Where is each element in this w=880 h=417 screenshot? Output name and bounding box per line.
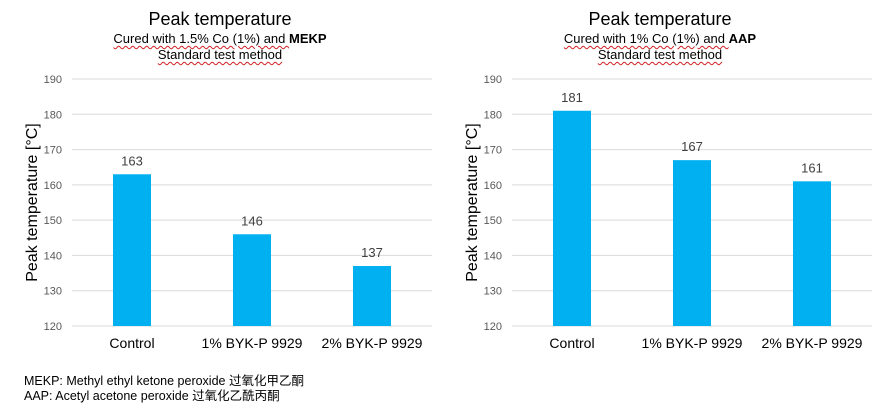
bar	[113, 174, 151, 326]
chart-subtitle-bold: MEKP	[289, 31, 327, 46]
x-tick-label: 1% BYK-P 9929	[642, 335, 743, 351]
bar-chart-aap: 120 130 140 150 160 170 180 190 181 Control 167 1% …	[464, 74, 872, 351]
footnote-mekp: MEKP: Methyl ethyl ketone peroxide 过氧化甲乙…	[24, 374, 304, 388]
bar-chart-mekp: 120 130 140 150 160 170 180 190 163 Control 146 1% …	[24, 74, 432, 351]
chart-panel-mekp: Peak temperature Cured with 1.5% Co (1%)…	[0, 0, 440, 360]
chart-subtitle-method-text: Standard test method	[157, 47, 283, 62]
y-tick-label: 160	[484, 180, 502, 192]
chart-subtitle-method: Standard test method	[0, 47, 440, 62]
y-tick-label: 120	[484, 321, 502, 333]
y-tick-label: 170	[44, 145, 62, 157]
chart-subtitle-method: Standard test method	[440, 47, 880, 62]
y-tick-label: 190	[44, 74, 62, 86]
chart-subtitle-prefix: Cured with 1% Co (1%) and	[563, 31, 729, 46]
y-tick-label: 150	[484, 215, 502, 227]
x-tick-label: Control	[109, 335, 154, 351]
chart-subtitle-prefix: Cured with 1.5% Co (1%) and	[113, 31, 290, 46]
y-tick-label: 140	[484, 250, 502, 262]
y-axis-label: Peak temperature [°C]	[464, 123, 481, 281]
footnote-aap: AAP: Acetyl acetone peroxide 过氧化乙酰丙酮	[24, 389, 280, 403]
y-tick-label: 150	[44, 215, 62, 227]
chart-panel-aap: Peak temperature Cured with 1% Co (1%) a…	[440, 0, 880, 360]
chart-subtitle-bold: AAP	[728, 31, 757, 46]
chart-subtitle: Cured with 1% Co (1%) and AAP	[440, 31, 880, 46]
y-tick-label: 130	[484, 286, 502, 298]
chart-title: Peak temperature	[148, 9, 292, 29]
chart-title: Peak temperature	[588, 9, 732, 29]
bar	[233, 234, 271, 326]
y-tick-label: 140	[44, 250, 62, 262]
y-tick-label: 180	[484, 109, 502, 121]
footnotes: MEKP: Methyl ethyl ketone peroxide 过氧化甲乙…	[24, 374, 304, 404]
y-tick-label: 180	[44, 109, 62, 121]
chart-subtitle-method-text: Standard test method	[597, 47, 723, 62]
bar	[793, 181, 831, 326]
data-label: 163	[121, 153, 143, 168]
bar	[673, 160, 711, 326]
y-tick-label: 170	[484, 145, 502, 157]
data-label: 181	[561, 90, 583, 105]
bar	[353, 266, 391, 326]
x-tick-label: 1% BYK-P 9929	[202, 335, 303, 351]
x-tick-label: Control	[549, 335, 594, 351]
data-label: 167	[681, 139, 703, 154]
y-tick-label: 130	[44, 286, 62, 298]
y-tick-label: 190	[484, 74, 502, 86]
chart-subtitle: Cured with 1.5% Co (1%) and MEKP	[0, 31, 440, 46]
y-axis-label: Peak temperature [°C]	[24, 123, 41, 281]
data-label: 137	[361, 245, 383, 260]
x-tick-label: 2% BYK-P 9929	[322, 335, 423, 351]
data-label: 146	[241, 213, 263, 228]
y-tick-label: 120	[44, 321, 62, 333]
bar	[553, 110, 591, 326]
x-tick-label: 2% BYK-P 9929	[762, 335, 863, 351]
y-tick-label: 160	[44, 180, 62, 192]
data-label: 161	[801, 160, 823, 175]
